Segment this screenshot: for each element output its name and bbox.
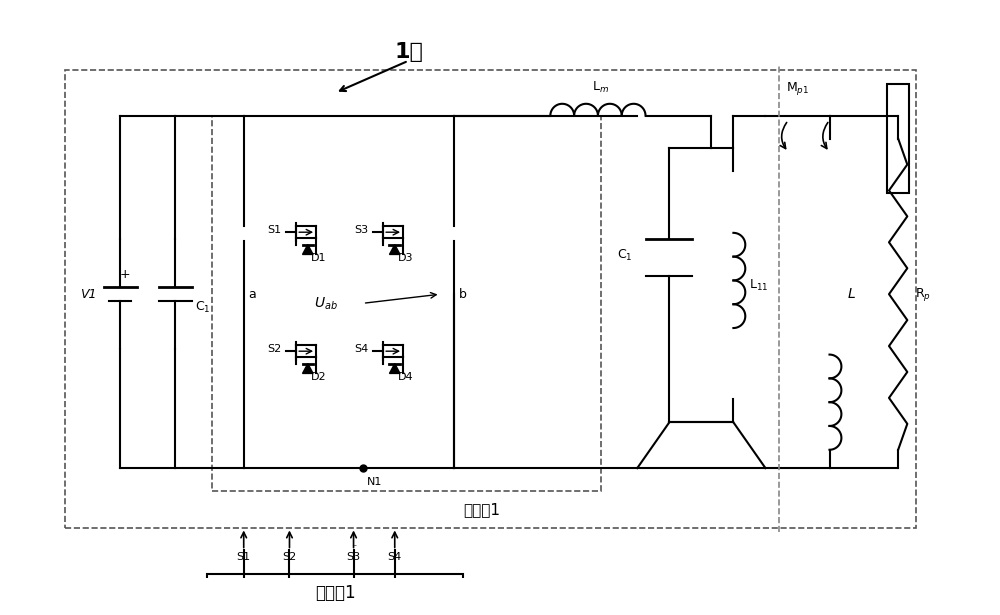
Text: R$_p$: R$_p$	[915, 285, 931, 303]
Text: S2: S2	[267, 344, 281, 354]
Text: ‾: ‾	[352, 546, 355, 552]
Text: S1: S1	[237, 552, 251, 562]
Text: D1: D1	[311, 253, 327, 263]
Text: D2: D2	[311, 372, 327, 382]
Text: N1: N1	[367, 477, 383, 487]
Text: a: a	[248, 288, 256, 301]
Text: M$_{p1}$: M$_{p1}$	[786, 81, 809, 97]
Bar	[207, 574, 463, 613]
Text: L$_{11}$: L$_{11}$	[749, 277, 768, 293]
Text: D3: D3	[398, 253, 414, 263]
Polygon shape	[303, 245, 313, 255]
Text: S2: S2	[282, 552, 297, 562]
Text: b: b	[459, 288, 467, 301]
Text: S1: S1	[267, 224, 281, 235]
Bar	[212, 116, 601, 491]
Polygon shape	[389, 245, 400, 255]
Text: 1侧: 1侧	[394, 42, 423, 62]
Bar	[887, 84, 909, 194]
Bar	[65, 70, 916, 528]
Text: S3: S3	[346, 552, 361, 562]
Text: L: L	[848, 287, 856, 301]
Text: S3: S3	[354, 224, 368, 235]
Text: U$_{ab}$: U$_{ab}$	[314, 295, 338, 312]
Text: 变换器1: 变换器1	[463, 502, 500, 517]
Polygon shape	[389, 363, 400, 373]
Text: C$_1$: C$_1$	[195, 300, 211, 315]
Text: V1: V1	[80, 288, 96, 301]
Text: D4: D4	[398, 372, 414, 382]
Text: C$_1$: C$_1$	[617, 248, 633, 263]
Text: S4: S4	[388, 552, 402, 562]
Text: +: +	[119, 268, 130, 280]
Text: S4: S4	[354, 344, 368, 354]
Text: L$_m$: L$_m$	[592, 79, 609, 95]
Text: 控制器1: 控制器1	[315, 584, 356, 603]
Polygon shape	[303, 363, 313, 373]
